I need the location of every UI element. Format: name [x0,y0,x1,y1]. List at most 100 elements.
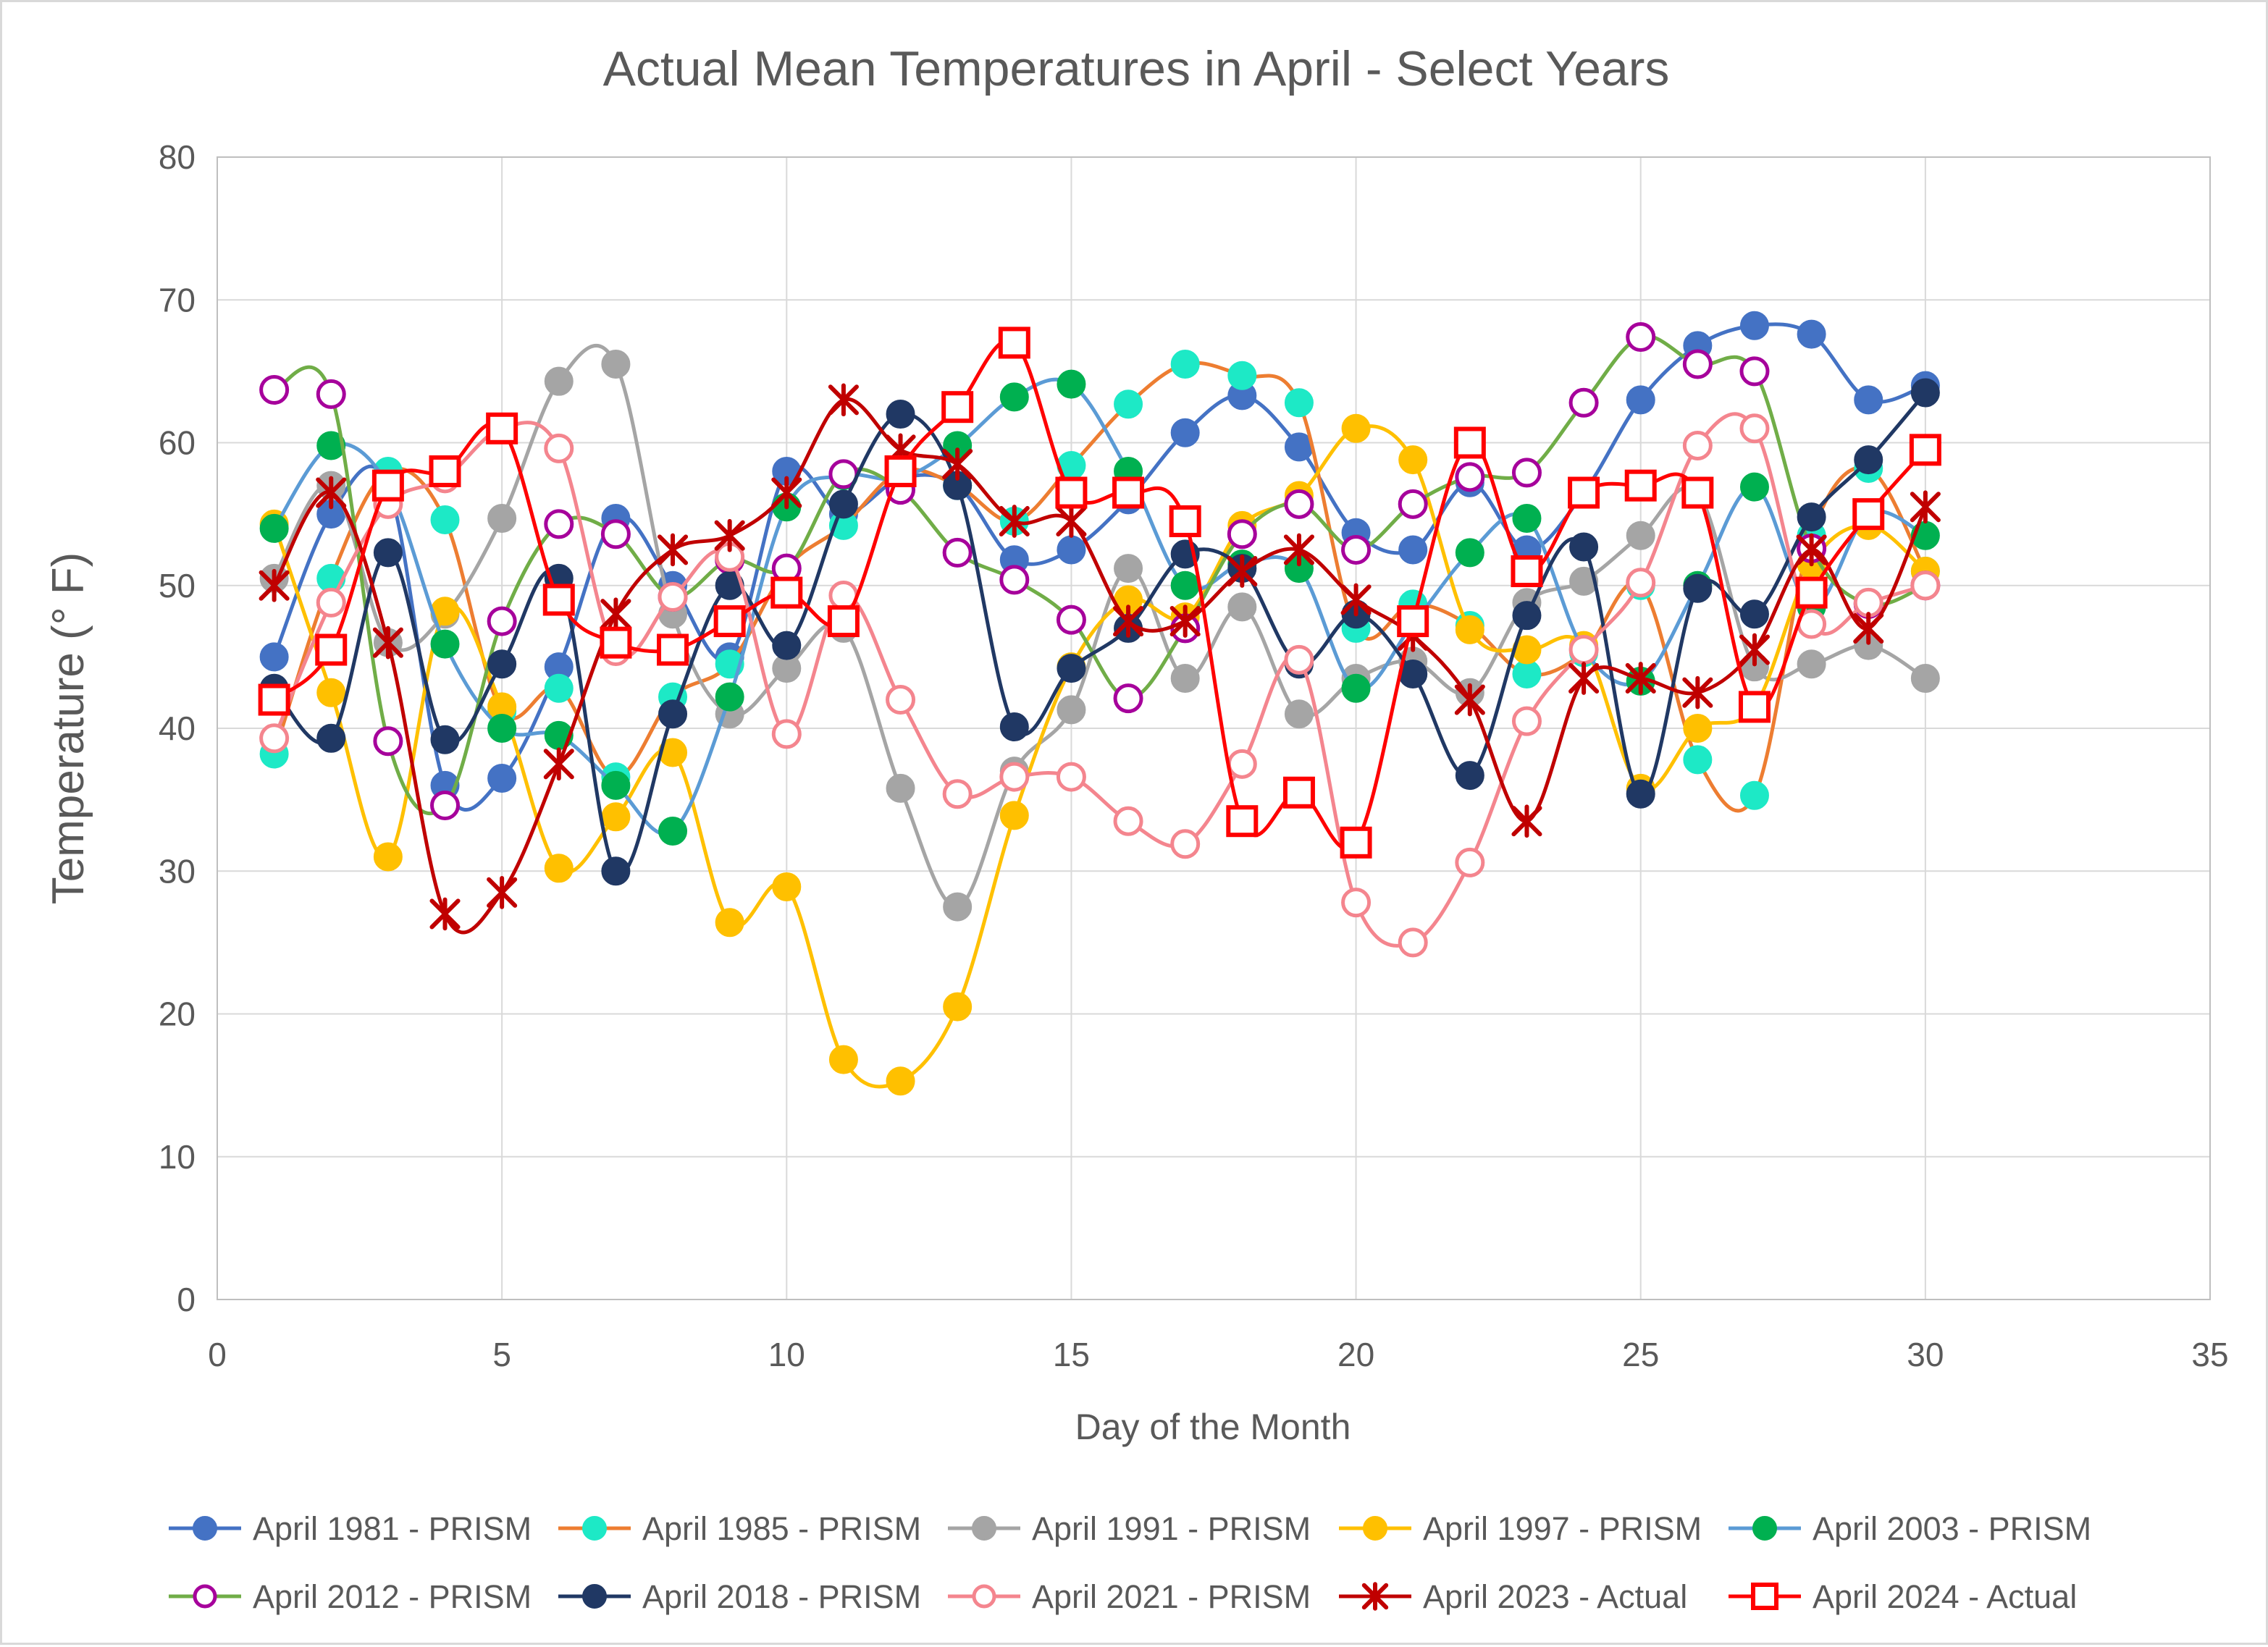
data-point [770,576,803,609]
legend-marker [582,1584,607,1609]
data-point [543,747,574,781]
data-point [1114,389,1143,419]
data-point [1454,683,1485,717]
data-point [600,519,631,549]
legend-label: April 2021 - PRISM [1032,1578,1311,1615]
legend-marker [1361,1582,1389,1611]
data-point [941,391,974,424]
legend-label: April 2024 - Actual [1813,1578,2077,1615]
data-point [1284,388,1314,418]
series-april-2023-actual [259,383,1941,935]
legend-entry: April 2012 - PRISM [169,1578,532,1615]
data-point [942,779,973,809]
data-point [999,565,1030,595]
data-point [714,518,745,552]
data-point [544,366,574,396]
data-point [1739,633,1771,667]
data-point [1112,476,1145,509]
data-point [600,626,632,659]
legend-label: April 1991 - PRISM [1032,1510,1311,1547]
data-point [658,817,688,846]
x-tick-labels: 0 5 10 15 20 25 30 35 [208,1336,2228,1373]
data-point [1739,413,1770,444]
y-tick-label: 40 [159,709,196,747]
data-point [487,504,517,534]
data-point [259,568,290,602]
data-point [1568,476,1600,509]
legend-entry: April 1981 - PRISM [169,1510,532,1547]
data-point [259,723,290,754]
data-point [1739,311,1769,340]
data-point [544,433,574,463]
y-tick-label: 0 [177,1281,196,1318]
data-point [1626,521,1655,550]
legend-entry: April 1985 - PRISM [558,1510,921,1547]
data-point [1569,566,1599,596]
data-point [372,625,403,660]
data-point [1113,806,1143,836]
x-tick-label: 5 [492,1336,511,1373]
data-point [1854,445,1883,475]
data-point [316,723,346,753]
data-point [1341,413,1371,443]
data-point [1569,532,1599,562]
data-point [430,505,460,535]
data-point [1797,319,1826,349]
data-point [258,683,290,716]
data-point [999,505,1030,538]
data-point [542,584,575,616]
data-point [658,699,688,729]
data-point [1683,745,1713,775]
x-tick-label: 15 [1053,1336,1090,1373]
data-point [1512,601,1542,631]
data-point [1795,576,1828,609]
y-tick-label: 10 [159,1138,196,1176]
x-tick-label: 30 [1907,1336,1944,1373]
y-tick-label: 80 [159,138,196,176]
data-point [1282,776,1315,809]
data-point [544,854,574,883]
legend-label: April 2018 - PRISM [642,1578,921,1615]
data-point [1910,663,1940,693]
data-point [1056,762,1086,792]
data-point [1397,605,1429,638]
data-point [316,476,347,510]
data-point [999,712,1029,742]
legend-marker [972,1516,996,1541]
data-point [942,447,973,481]
legend-label: April 1981 - PRISM [253,1510,532,1547]
data-point [601,856,631,886]
data-point [1681,476,1714,509]
legend-marker [1752,1516,1777,1541]
data-point [1682,675,1713,709]
x-tick-label: 10 [768,1336,805,1373]
data-point [1568,635,1599,665]
data-point [1797,502,1826,532]
legend-label: April 1985 - PRISM [642,1510,921,1547]
series-april-2024-actual [258,327,1941,859]
data-point [1341,534,1372,565]
data-point [316,678,346,707]
data-point [429,897,461,931]
data-point [1682,349,1713,379]
data-point [827,605,860,638]
series-april-2018-prism [259,378,1940,886]
data-point [601,802,631,832]
data-point [259,375,290,405]
legend-entry: April 2023 - Actual [1339,1578,1687,1615]
data-point [772,872,802,901]
series-line [272,424,1927,1089]
data-point [1341,673,1371,703]
y-tick-label: 50 [159,567,196,605]
legend-marker [1751,1583,1778,1610]
data-point [1683,573,1713,603]
data-point [999,801,1029,830]
data-point [316,379,346,409]
data-point [1568,387,1599,418]
legend-marker [972,1584,996,1609]
data-point [1624,469,1657,502]
data-point [601,770,631,800]
data-point [316,431,346,460]
data-point [1227,555,1258,588]
